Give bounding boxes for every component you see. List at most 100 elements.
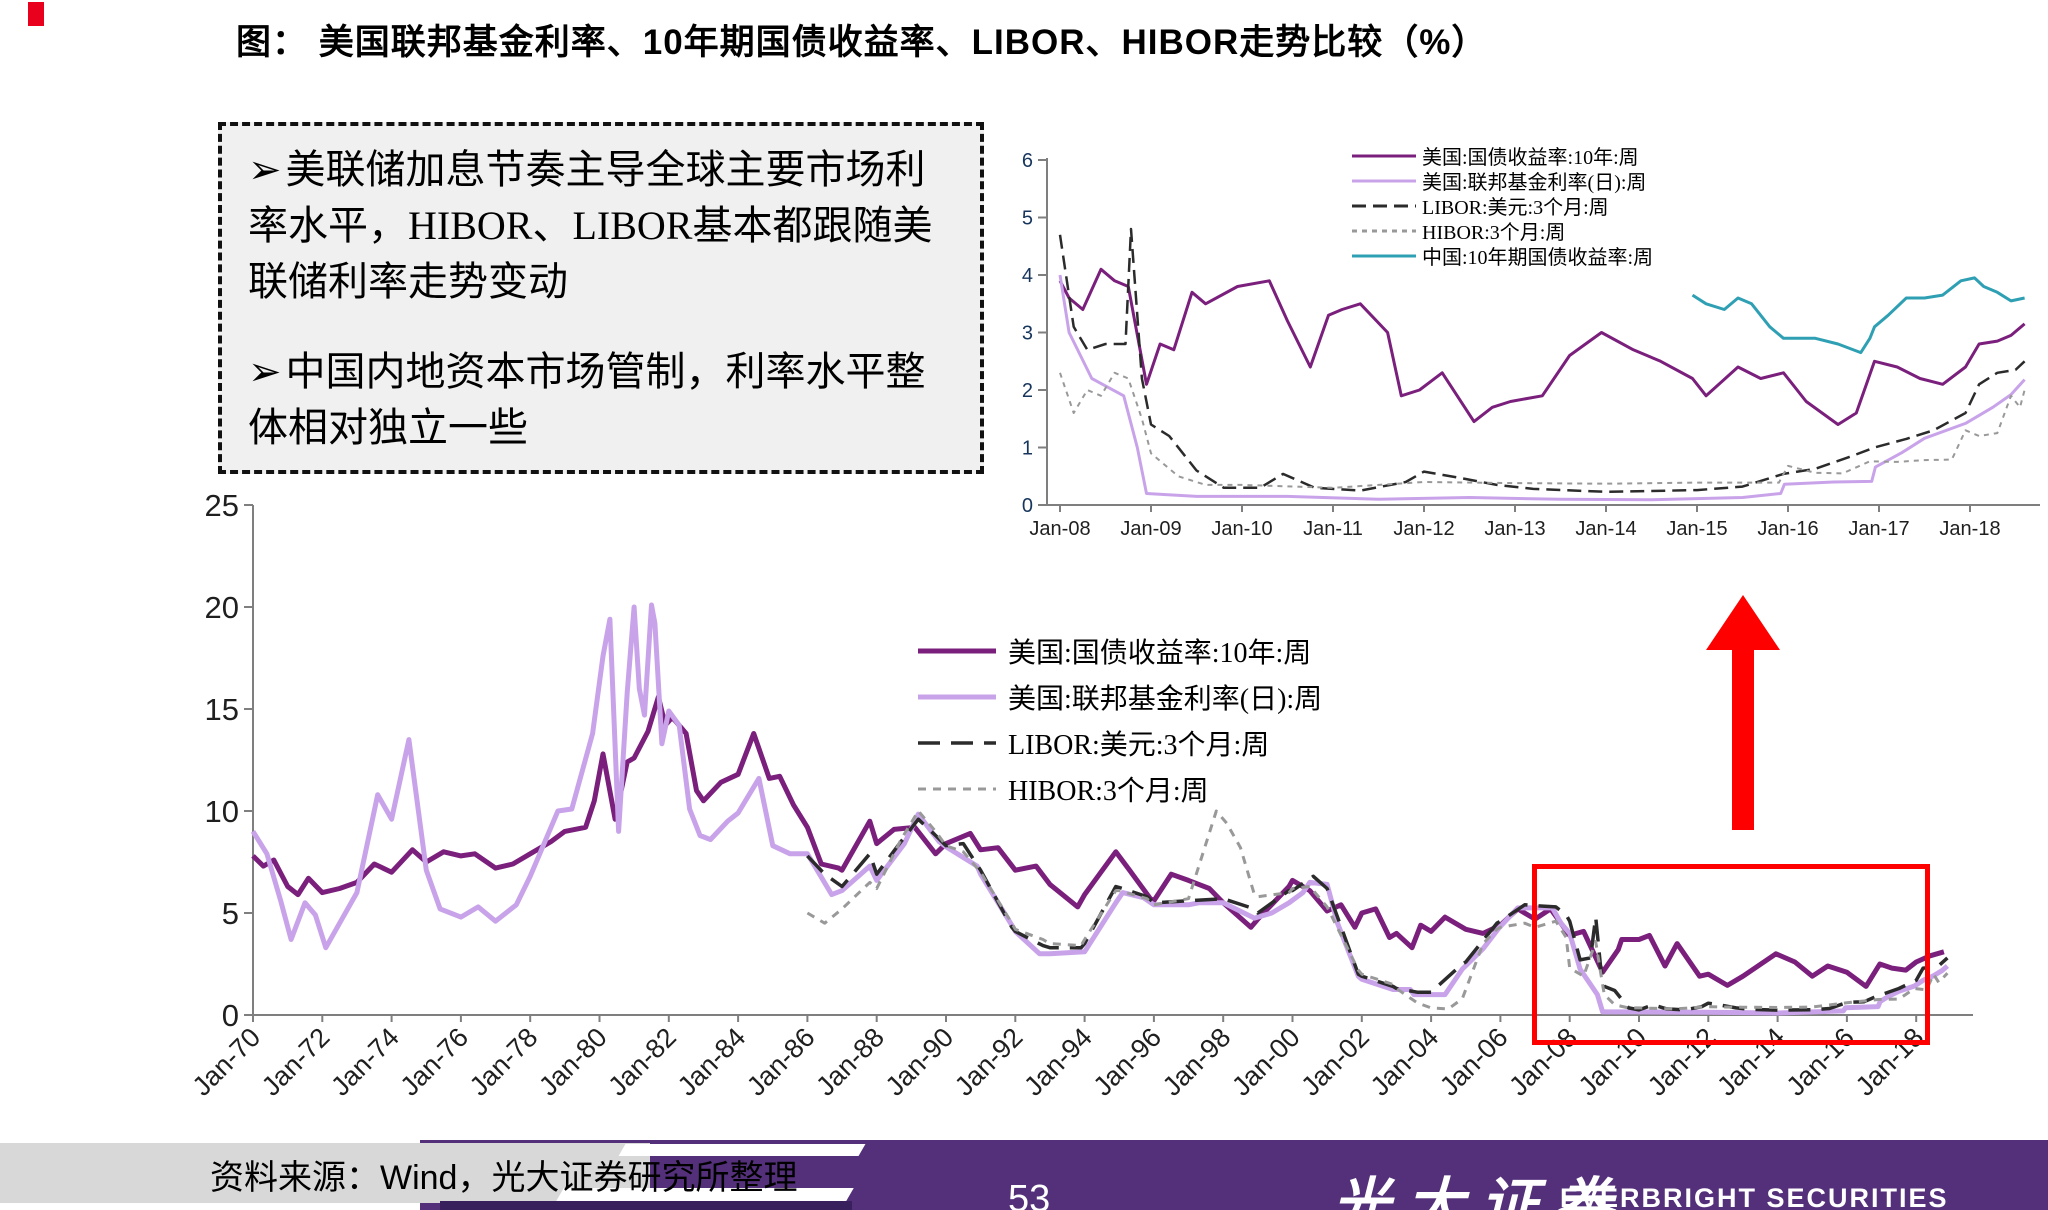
y-tick-label: 25 [205, 488, 239, 523]
y-tick-label: 20 [205, 590, 239, 625]
legend-item: HIBOR:3个月:周 [918, 766, 1322, 812]
x-tick-label: Jan-08 [1029, 518, 1090, 540]
x-tick-label: Jan-76 [395, 1022, 475, 1102]
y-tick-label: 10 [205, 794, 239, 829]
x-tick-label: Jan-09 [1120, 518, 1181, 540]
brand-logo-en: EVERBRIGHT SECURITIES [1560, 1183, 1949, 1210]
series-line-1 [250, 602, 1950, 1016]
x-tick-label: Jan-12 [1393, 518, 1454, 540]
note-bullet: ➢ 中国内地资本市场管制，利率水平整体相对独立一些 [248, 344, 954, 456]
legend-line-swatch [1352, 254, 1416, 257]
legend-item: LIBOR:美元:3个月:周 [918, 720, 1322, 766]
note-box: ➢ 美联储加息节奏主导全球主要市场利率水平，HIBOR、LIBOR基本都跟随美联储… [218, 122, 984, 474]
series-line-2 [1058, 227, 2026, 494]
legend-item: 中国:10年期国债收益率:周 [1352, 243, 1654, 269]
legend-line-swatch [918, 787, 996, 791]
legend-line-swatch [1352, 154, 1416, 157]
slide-corner-mark [28, 2, 44, 26]
x-tick-label: Jan-16 [1757, 518, 1818, 540]
legend-item: LIBOR:美元:3个月:周 [1352, 193, 1653, 219]
inset-chart-legend: 美国:国债收益率:10年:周 美国:联邦基金利率(日):周 LIBOR:美元:3个月… [1352, 143, 1654, 269]
footer-dark-strip [440, 1201, 852, 1210]
x-tick-label: Jan-00 [1226, 1022, 1306, 1102]
x-tick-label: Jan-04 [1365, 1022, 1445, 1102]
source-vendor: Wind [380, 1159, 458, 1197]
y-tick-label: 4 [1022, 265, 1033, 287]
x-tick-label: Jan-88 [810, 1022, 890, 1102]
legend-label: 美国:国债收益率:10年:周 [1422, 147, 1639, 169]
series-line-0 [1058, 267, 2026, 426]
y-tick-label: 2 [1022, 380, 1033, 402]
series-line-0 [251, 694, 1945, 989]
legend-label: HIBOR:3个月:周 [1422, 222, 1566, 244]
legend-item: 美国:联邦基金利率(日):周 [1352, 168, 1653, 194]
series-line-2 [806, 817, 1949, 1012]
source-suffix: ，光大证券研究所整理 [457, 1160, 798, 1197]
y-tick-label: 3 [1022, 323, 1033, 345]
x-tick-label: Jan-72 [256, 1022, 336, 1102]
legend-line-swatch [1352, 204, 1416, 207]
legend-line-swatch [918, 694, 996, 700]
x-tick-label: Jan-98 [1157, 1022, 1237, 1102]
legend-label: LIBOR:美元:3个月:周 [1422, 197, 1609, 219]
brand-logo-cn: 光大证券 [1332, 1173, 1629, 1210]
x-tick-label: Jan-10 [1211, 518, 1272, 540]
legend-item: 美国:国债收益率:10年:周 [918, 628, 1322, 674]
note-bullet-text: 美联储加息节奏主导全球主要市场利率水平，HIBOR、LIBOR基本都跟随美联储利… [248, 147, 933, 304]
x-tick-label: Jan-80 [533, 1022, 613, 1102]
x-tick-label: Jan-17 [1848, 518, 1909, 540]
legend-item: HIBOR:3个月:周 [1352, 218, 1653, 244]
legend-line-swatch [918, 741, 996, 745]
inset-chart: 0 1 2 3 4 5 6 Jan-08 Jan-09 Jan-10 Jan-11 Jan-12 Jan… [1022, 150, 2040, 540]
footer-gray-panel [0, 1143, 650, 1203]
x-tick-label: Jan-74 [325, 1022, 405, 1102]
main-chart-legend: 美国:国债收益率:10年:周 美国:联邦基金利率(日):周 LIBOR:美元:3个月… [918, 628, 1322, 812]
up-arrow-shaft [1731, 648, 1754, 830]
note-bullet-text: 中国内地资本市场管制，利率水平整体相对独立一些 [248, 349, 926, 450]
legend-line-swatch [1352, 179, 1416, 182]
y-tick-label: 5 [222, 896, 239, 931]
x-tick-label: Jan-92 [949, 1022, 1029, 1102]
x-tick-label: Jan-82 [602, 1022, 682, 1102]
x-tick-label: Jan-90 [880, 1022, 960, 1102]
source-line: 资料来源：Wind，光大证券研究所整理 [210, 1150, 797, 1199]
y-tick-label: 15 [205, 692, 239, 727]
x-tick-label: Jan-78 [464, 1022, 544, 1102]
x-tick-label: Jan-15 [1666, 518, 1727, 540]
x-tick-label: Jan-11 [1303, 518, 1363, 540]
x-tick-label: Jan-13 [1484, 518, 1545, 540]
x-tick-label: Jan-02 [1295, 1022, 1375, 1102]
y-tick-label: 1 [1022, 438, 1033, 460]
x-tick-label: Jan-18 [1939, 518, 2000, 540]
page-number: 53 [1008, 1178, 1051, 1210]
bullet-arrow-icon: ➢ [248, 147, 282, 193]
x-tick-label: Jan-94 [1018, 1022, 1098, 1102]
legend-item: 美国:联邦基金利率(日):周 [918, 674, 1322, 720]
figure-title: 图： 美国联邦基金利率、10年期国债收益率、LIBOR、HIBOR走势比较（%） [236, 23, 1488, 62]
note-bullet: ➢ 美联储加息节奏主导全球主要市场利率水平，HIBOR、LIBOR基本都跟随美联储… [248, 142, 954, 310]
x-tick-label: Jan-84 [672, 1022, 752, 1102]
legend-line-swatch [1352, 229, 1416, 232]
x-tick-label: Jan-70 [187, 1022, 267, 1102]
legend-label: 美国:联邦基金利率(日):周 [1008, 684, 1323, 715]
highlight-box [1531, 864, 1931, 1045]
y-tick-label: 0 [1022, 495, 1033, 517]
legend-label: HIBOR:3个月:周 [1008, 776, 1209, 807]
bullet-arrow-icon: ➢ [248, 349, 282, 395]
x-tick-label: Jan-06 [1434, 1022, 1514, 1102]
series-line-3 [1059, 371, 2026, 489]
legend-label: LIBOR:美元:3个月:周 [1008, 730, 1270, 761]
legend-label: 中国:10年期国债收益率:周 [1422, 247, 1654, 269]
x-tick-label: Jan-86 [741, 1022, 821, 1102]
legend-label: 美国:国债收益率:10年:周 [1008, 638, 1312, 669]
legend-line-swatch [918, 648, 996, 654]
legend-label: 美国:联邦基金利率(日):周 [1422, 172, 1647, 194]
legend-item: 美国:国债收益率:10年:周 [1352, 143, 1653, 169]
source-label: 资料来源： [210, 1160, 380, 1197]
y-tick-label: 0 [222, 998, 239, 1033]
x-tick-label: Jan-14 [1575, 518, 1636, 540]
y-tick-label: 6 [1022, 150, 1033, 172]
main-chart: 0 5 10 15 20 25 Jan-70Jan-72Jan-74Jan-76Jan-78… [187, 488, 1973, 1102]
y-tick-label: 5 [1022, 208, 1033, 230]
